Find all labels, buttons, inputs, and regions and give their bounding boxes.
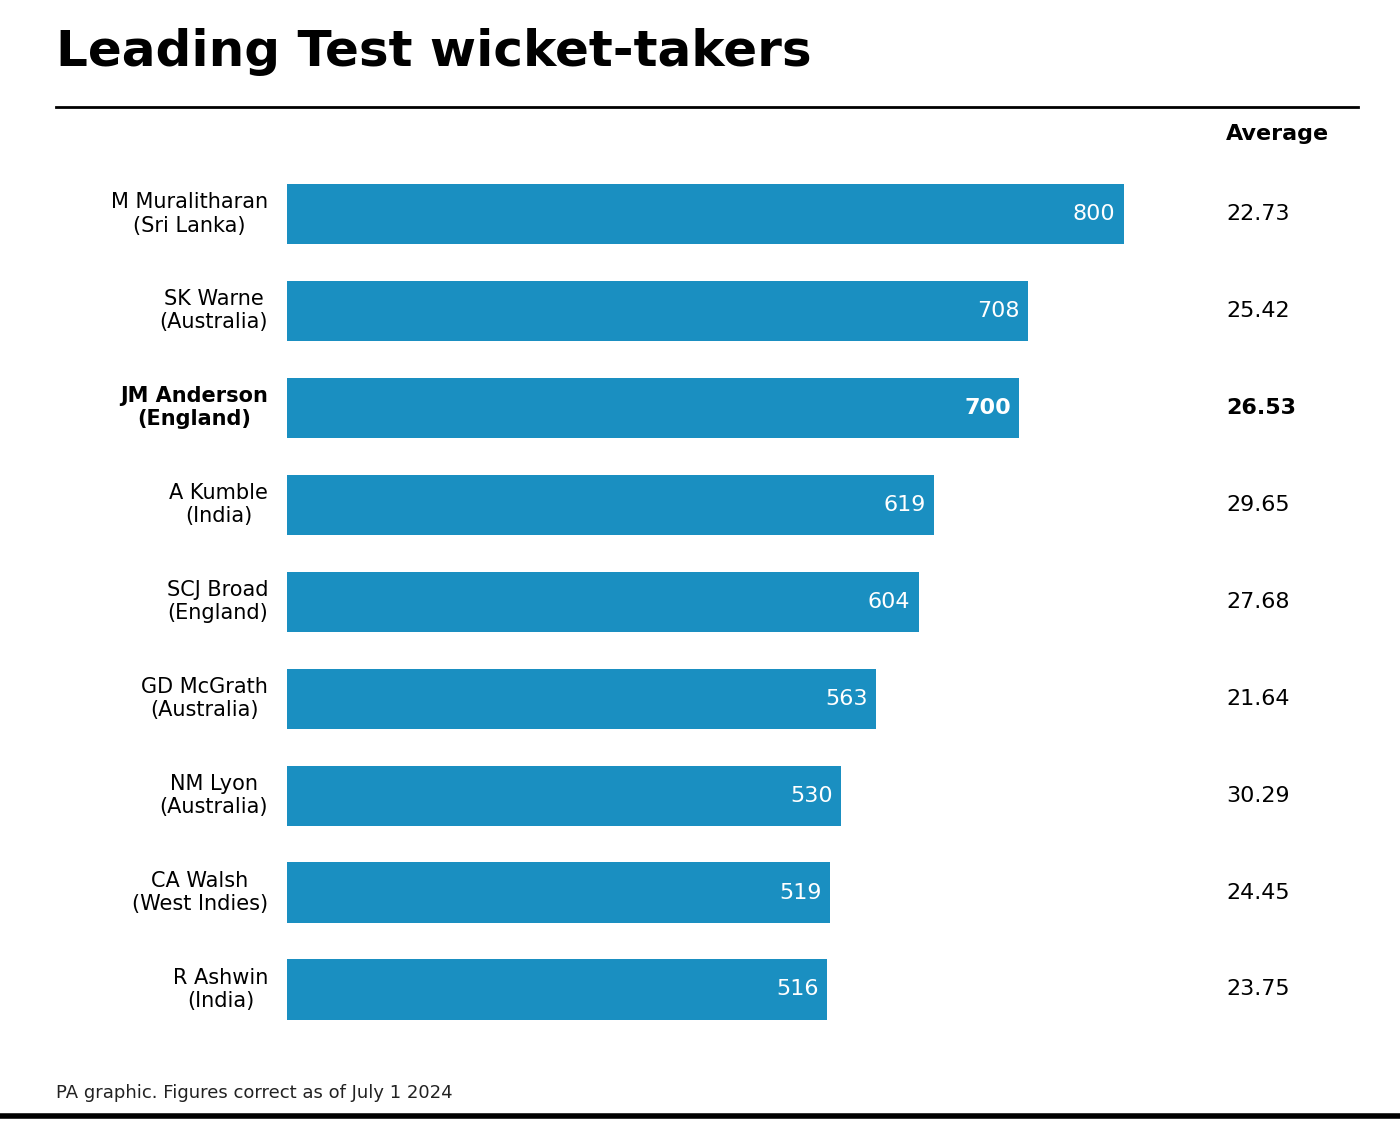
Text: NM Lyon
(Australia): NM Lyon (Australia) bbox=[160, 774, 269, 817]
Text: 23.75: 23.75 bbox=[1226, 980, 1289, 1000]
Bar bbox=[287, 862, 830, 922]
Bar bbox=[287, 184, 1124, 244]
Text: 516: 516 bbox=[776, 980, 819, 1000]
Text: SK Warne
(Australia): SK Warne (Australia) bbox=[160, 289, 269, 332]
Text: SCJ Broad
(England): SCJ Broad (England) bbox=[167, 580, 269, 624]
Text: A Kumble
(India): A Kumble (India) bbox=[169, 484, 269, 527]
Text: 21.64: 21.64 bbox=[1226, 688, 1289, 709]
Text: R Ashwin
(India): R Ashwin (India) bbox=[172, 968, 269, 1011]
Text: 24.45: 24.45 bbox=[1226, 883, 1289, 903]
Text: 800: 800 bbox=[1072, 203, 1116, 224]
Bar bbox=[287, 281, 1028, 341]
Text: 708: 708 bbox=[977, 301, 1019, 321]
Bar bbox=[287, 669, 876, 729]
Text: 619: 619 bbox=[883, 495, 925, 515]
Text: 563: 563 bbox=[825, 688, 868, 709]
Bar bbox=[287, 959, 827, 1019]
Bar bbox=[287, 377, 1019, 438]
Text: Leading Test wicket-takers: Leading Test wicket-takers bbox=[56, 28, 812, 76]
Bar bbox=[287, 765, 841, 826]
Text: M Muralitharan
(Sri Lanka): M Muralitharan (Sri Lanka) bbox=[111, 192, 269, 235]
Bar bbox=[287, 475, 934, 534]
Text: 26.53: 26.53 bbox=[1226, 398, 1296, 418]
Text: Average: Average bbox=[1226, 124, 1330, 145]
Text: 29.65: 29.65 bbox=[1226, 495, 1289, 515]
Text: 30.29: 30.29 bbox=[1226, 785, 1289, 806]
Text: JM Anderson
(England): JM Anderson (England) bbox=[120, 386, 269, 429]
Text: GD McGrath
(Australia): GD McGrath (Australia) bbox=[141, 677, 269, 720]
Text: 22.73: 22.73 bbox=[1226, 203, 1289, 224]
Text: CA Walsh
(West Indies): CA Walsh (West Indies) bbox=[132, 871, 269, 914]
Bar bbox=[287, 572, 918, 632]
Text: 25.42: 25.42 bbox=[1226, 301, 1289, 321]
Text: 519: 519 bbox=[778, 883, 822, 903]
Text: PA graphic. Figures correct as of July 1 2024: PA graphic. Figures correct as of July 1… bbox=[56, 1084, 452, 1102]
Text: 604: 604 bbox=[868, 592, 910, 611]
Text: 700: 700 bbox=[965, 398, 1011, 418]
Text: 27.68: 27.68 bbox=[1226, 592, 1289, 611]
Text: 530: 530 bbox=[791, 785, 833, 806]
